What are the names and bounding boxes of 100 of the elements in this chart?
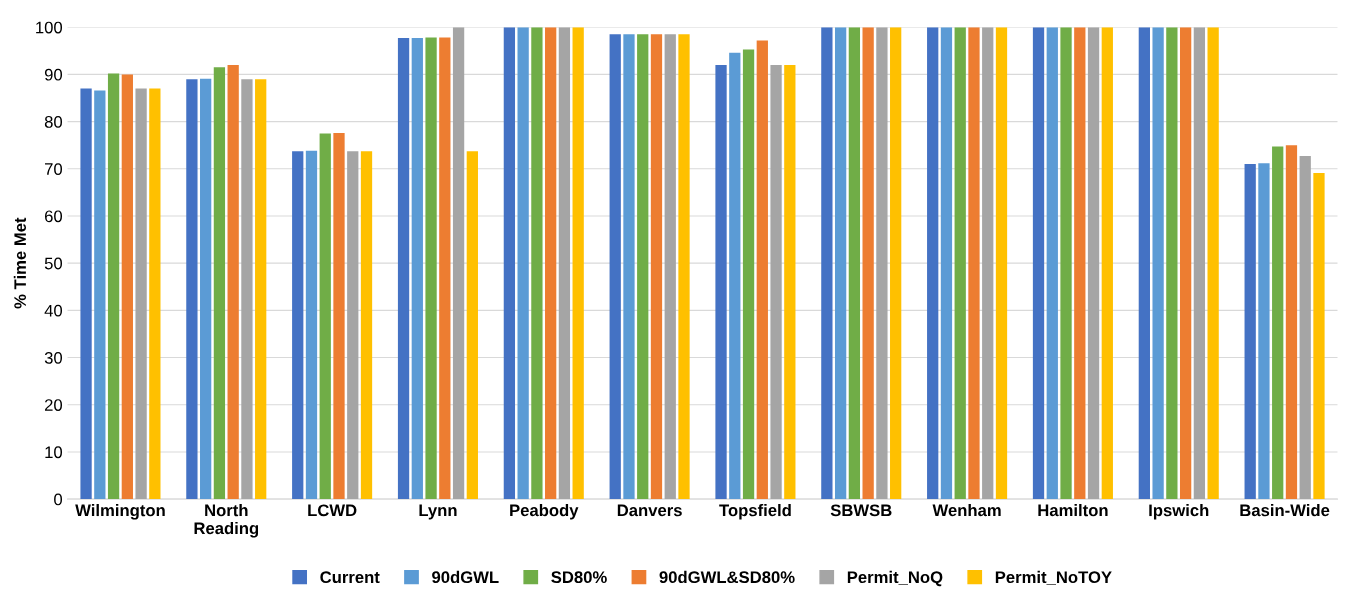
bar — [1166, 27, 1178, 500]
bar — [834, 27, 847, 500]
y-tick-label: 70 — [45, 163, 63, 175]
y-tick-label: 30 — [44, 351, 63, 364]
bar — [1046, 27, 1058, 500]
bar — [927, 27, 939, 500]
bar — [1272, 146, 1284, 500]
bar — [1285, 145, 1298, 500]
bar — [876, 27, 888, 500]
y-tick-label: 90 — [44, 68, 63, 81]
bar — [954, 27, 966, 500]
x-tick-label: Peabody — [510, 503, 579, 520]
y-tick-label: 60 — [45, 210, 63, 223]
bar — [1152, 27, 1164, 500]
bar — [572, 27, 584, 500]
bar — [1087, 27, 1100, 500]
y-tick-label: 20 — [44, 399, 63, 411]
bar — [756, 40, 768, 500]
x-tick-label: Lynn — [419, 504, 457, 520]
bar — [1193, 27, 1206, 500]
bar — [1032, 27, 1045, 500]
legend-label: Permit_NoQ — [847, 570, 943, 587]
bar — [715, 64, 727, 500]
bar — [545, 27, 557, 500]
bar — [784, 64, 796, 500]
bar — [1313, 173, 1325, 500]
bar — [968, 27, 980, 500]
y-tick-label: 0 — [54, 493, 63, 506]
bar — [664, 34, 676, 500]
bar — [770, 64, 782, 500]
bar — [439, 37, 451, 500]
bar — [121, 74, 133, 500]
bar — [333, 132, 345, 500]
bar — [1299, 156, 1311, 500]
bar — [1207, 27, 1219, 500]
bar — [650, 34, 663, 500]
bar — [531, 27, 543, 500]
bar — [862, 27, 874, 500]
y-tick-label: 10 — [45, 446, 63, 459]
bar — [425, 37, 437, 500]
bar — [678, 34, 690, 500]
bar — [200, 78, 212, 500]
y-tick-label: 50 — [44, 257, 63, 270]
legend-label: Current — [320, 571, 380, 584]
bar — [890, 27, 902, 500]
bar — [397, 38, 410, 500]
bar — [1244, 164, 1256, 500]
x-tick-label: Danvers — [617, 504, 682, 517]
bar — [503, 27, 516, 500]
bar — [517, 27, 529, 500]
bar — [848, 27, 861, 500]
bar — [623, 34, 635, 500]
bar — [995, 27, 1008, 500]
legend-label: Permit_NoTOY — [995, 570, 1112, 585]
bar — [360, 151, 373, 500]
bar — [637, 34, 649, 500]
bar — [255, 79, 267, 500]
bar — [940, 27, 953, 500]
x-tick-label: Wenham — [932, 503, 1001, 517]
bar — [213, 67, 226, 500]
bar — [135, 88, 147, 500]
bar — [94, 90, 106, 500]
bar — [241, 79, 253, 500]
bar — [558, 27, 571, 500]
x-tick-label: Basin-Wide — [1240, 503, 1330, 517]
bar — [1138, 27, 1150, 500]
bar — [292, 151, 304, 500]
bar — [609, 34, 621, 500]
y-tick-label: 40 — [44, 304, 63, 317]
bar — [1258, 163, 1270, 500]
bar — [1179, 27, 1192, 500]
bar — [1060, 27, 1072, 500]
y-tick-label: 100 — [36, 21, 63, 34]
x-tick-label: Topsfield — [719, 503, 791, 520]
bar — [347, 151, 359, 500]
legend-label: 90dGWL — [432, 570, 499, 584]
bar — [305, 150, 318, 500]
bar — [227, 64, 239, 500]
bar — [452, 27, 465, 500]
x-tick-label: North Reading — [194, 503, 259, 538]
y-tick-label: 80 — [44, 116, 63, 128]
x-tick-label: Hamilton — [1038, 503, 1108, 517]
y-axis-title: % Time Met — [13, 217, 27, 309]
legend-label: SD80% — [551, 571, 607, 584]
bar — [107, 73, 120, 500]
bar — [186, 79, 198, 500]
bar — [742, 49, 755, 500]
bar — [729, 52, 741, 500]
bar — [1074, 27, 1086, 500]
x-tick-label: Wilmington — [75, 503, 165, 520]
x-tick-label: Ipswich — [1149, 503, 1209, 520]
bar — [80, 88, 92, 500]
x-tick-label: LCWD — [308, 504, 357, 517]
bar — [821, 27, 833, 500]
bar — [411, 38, 423, 500]
bar — [1101, 27, 1113, 500]
x-tick-label: SBWSB — [830, 504, 892, 517]
legend-label: 90dGWL&SD80% — [659, 570, 795, 584]
bar — [319, 133, 331, 500]
bar — [982, 27, 994, 500]
